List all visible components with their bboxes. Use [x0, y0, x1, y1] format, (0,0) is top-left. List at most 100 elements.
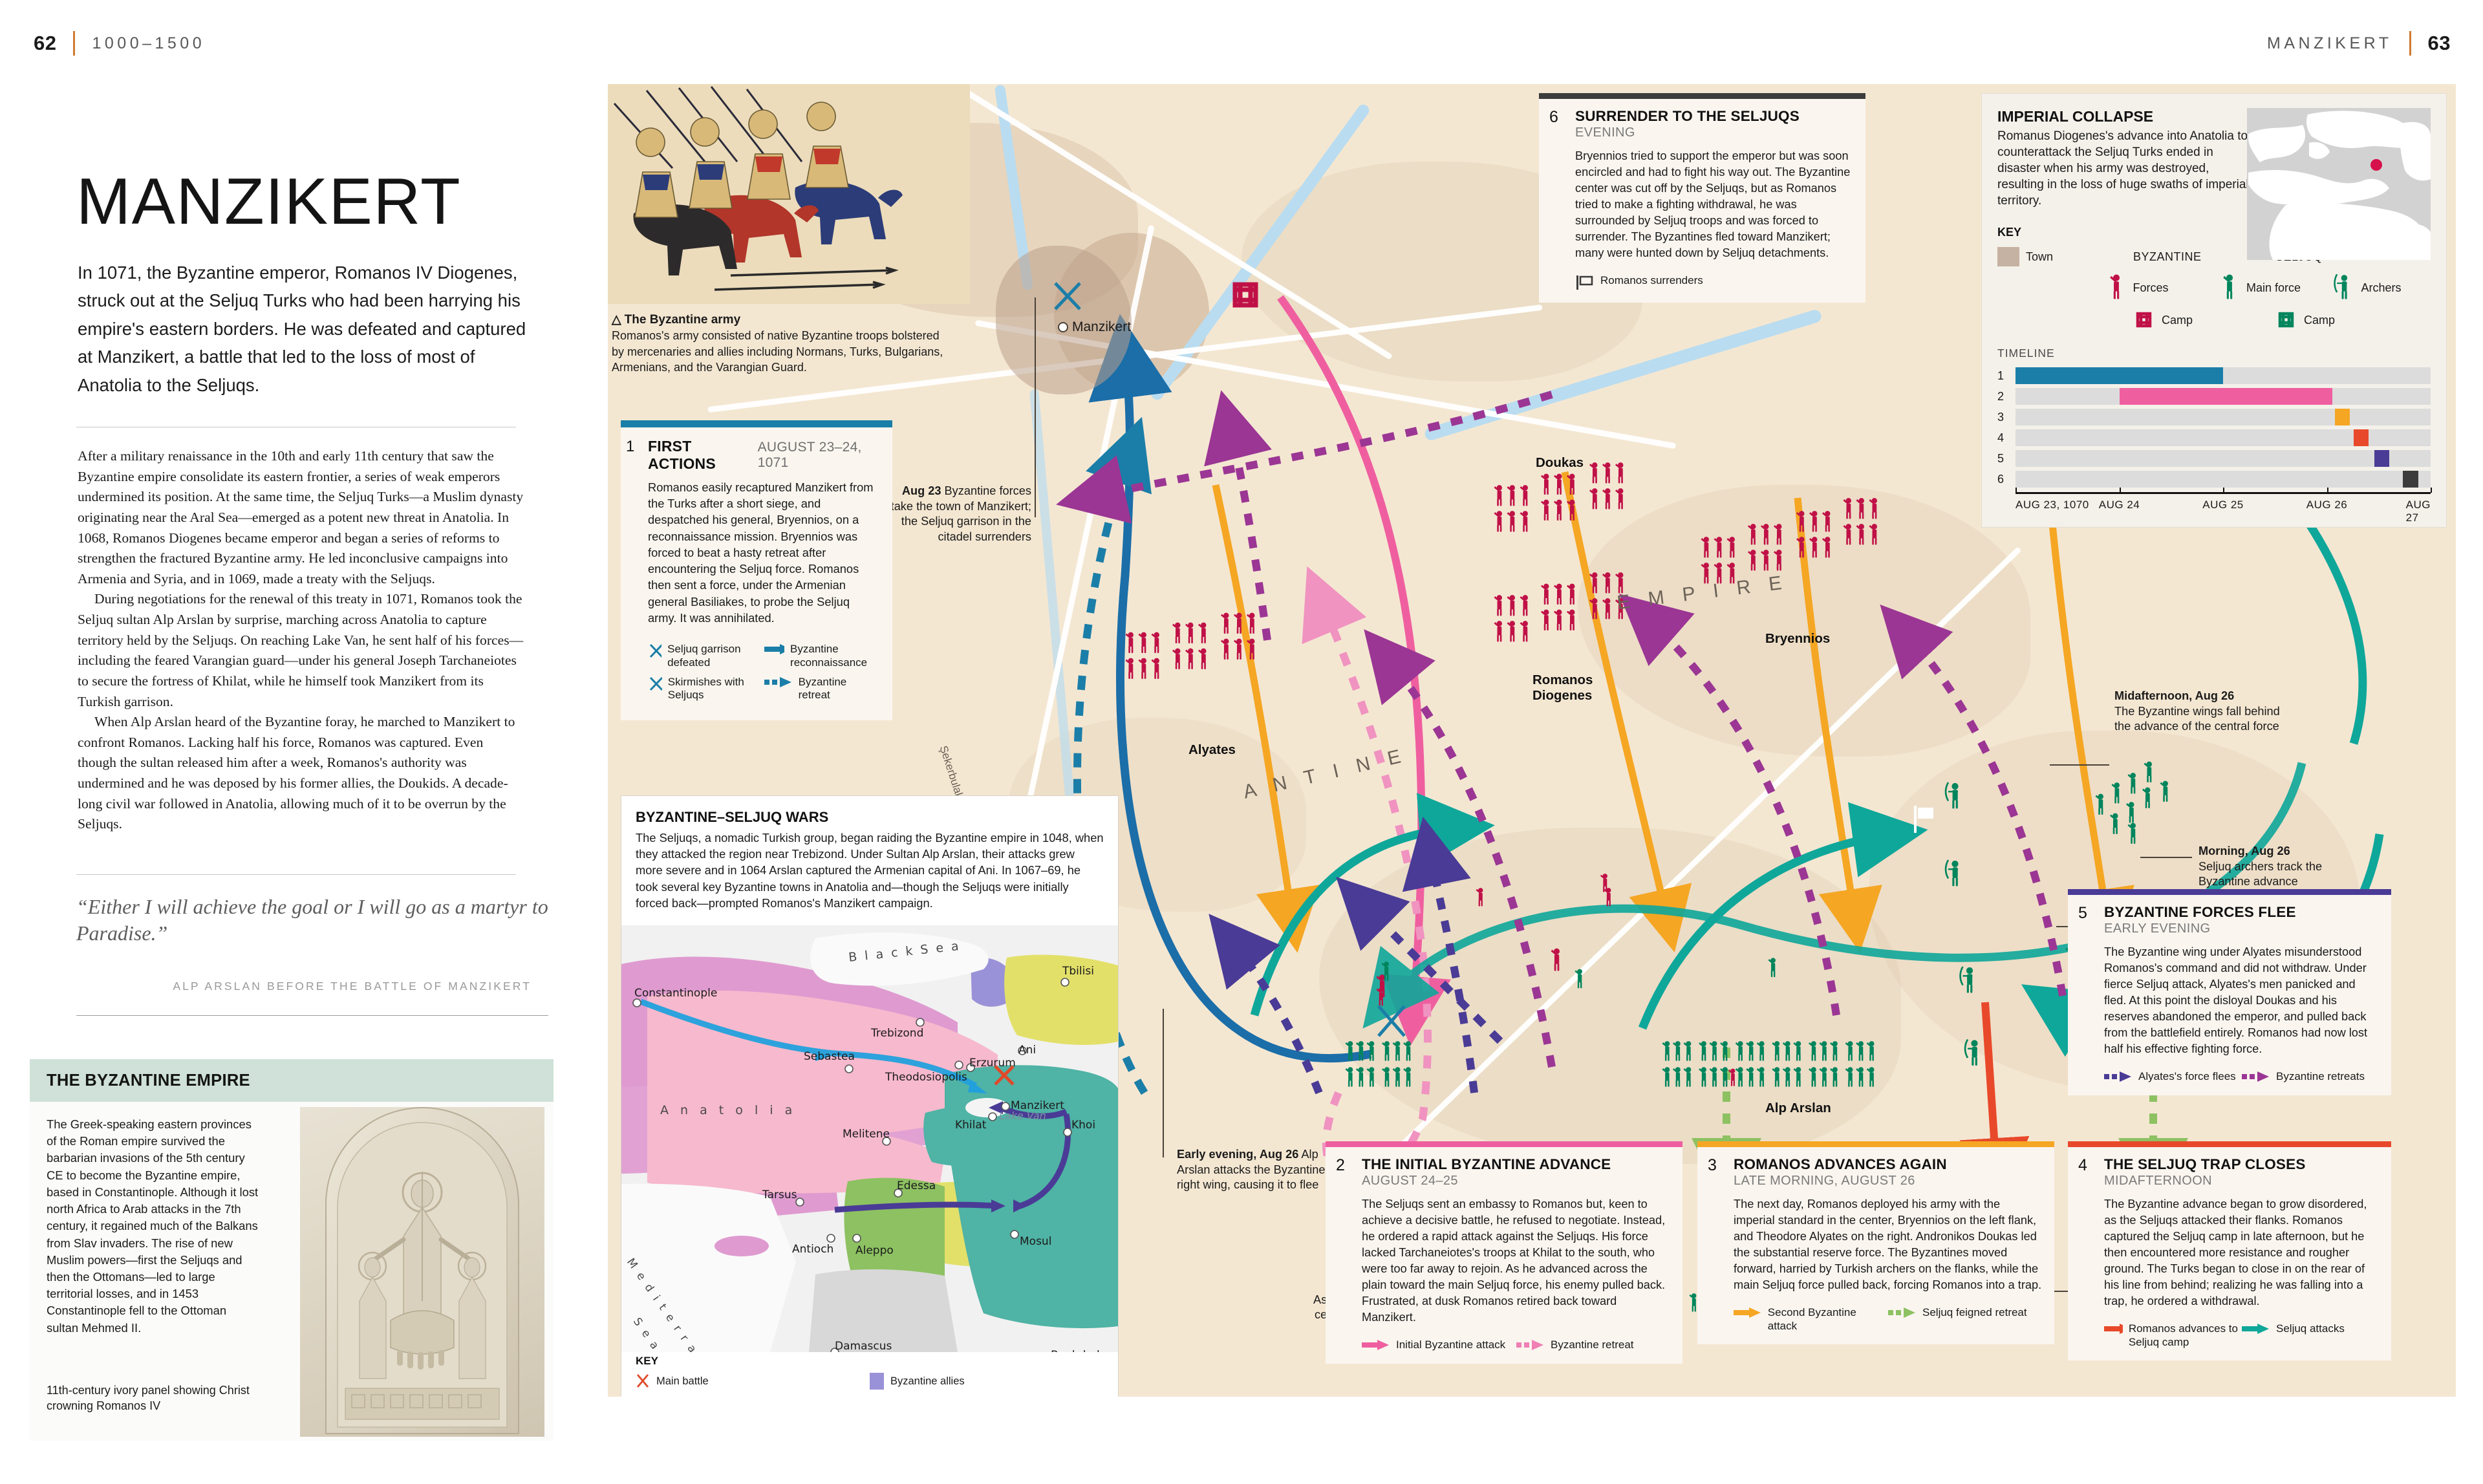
key-label-byzantine-forces: Forces — [2133, 281, 2169, 294]
regional-map-key-title: KEY — [636, 1355, 658, 1368]
arrow-dashed-icon — [764, 676, 791, 687]
step-box-5-forces-flee: 5 BYZANTINE FORCES FLEE EARLY EVENING Th… — [2068, 889, 2391, 1095]
timeline-title: TIMELINE — [1997, 347, 2055, 360]
svg-text:Melitene: Melitene — [843, 1128, 890, 1141]
annotation-bold-3: Morning, Aug 26 — [2198, 844, 2290, 857]
key-label-recon: Byzantine reconnaissance — [790, 643, 868, 669]
annotation-text-2: The Byzantine wings fall behind the adva… — [2114, 704, 2280, 733]
key-label-byzantine-camp: Camp — [2162, 313, 2193, 327]
step-5-key-item-1: Alyates's force flees — [2104, 1070, 2242, 1083]
timeline-tick — [2015, 488, 2017, 493]
key-label-skirmishes: Skirmishes with Seljuqs — [667, 675, 744, 702]
page-number-right: 63 — [2427, 32, 2451, 54]
seljuq-soldier-icon — [2223, 274, 2233, 299]
timeline-row-1: 1 — [1997, 367, 2431, 385]
step-6-accent-bar — [1539, 93, 1865, 99]
svg-text:Ani: Ani — [1018, 1044, 1036, 1057]
timeline-row-5: 5 — [1997, 449, 2431, 468]
byzantine-empire-sidebar: THE BYZANTINE EMPIRE The Greek-speaking … — [30, 1059, 554, 1441]
step-box-first-actions: 1 FIRST ACTIONS AUGUST 23–24, 1071 Roman… — [621, 420, 892, 720]
step-4-key-item-1: Romanos advances to Seljuq camp — [2104, 1322, 2242, 1349]
archer-icon — [2334, 274, 2348, 300]
timeline-row-label: 4 — [1997, 431, 2005, 444]
manzikert-town-area — [996, 246, 1132, 394]
step-3-title: ROMANOS ADVANCES AGAIN — [1734, 1156, 1947, 1172]
first-actions-text: Romanos easily recaptured Manzikert from… — [648, 480, 874, 625]
timeline-row-2: 2 — [1997, 387, 2431, 405]
timeline-tick — [2327, 488, 2328, 493]
timeline-tick-labels: AUG 23, 1070 AUG 24 AUG 25 AUG 26 AUG 27 — [2015, 499, 2431, 524]
step-2-key-item-2: Byzantine retreat — [1516, 1339, 1671, 1351]
page-header-left: 62 1000–1500 — [34, 31, 205, 56]
locator-map — [2247, 108, 2431, 260]
timeline-bar — [2374, 450, 2389, 468]
timeline-tick-label: AUG 27 — [2405, 499, 2431, 524]
step-4-key-label-1: Romanos advances to Seljuq camp — [2128, 1322, 2238, 1348]
imperial-collapse-key-title: KEY — [1997, 226, 2022, 239]
key-item-byzantine-allies: Byzantine allies — [870, 1373, 1104, 1390]
swatch-byzantine-allies — [870, 1373, 884, 1390]
bsw-text: The Seljuqs, a nomadic Turkish group, be… — [636, 831, 1104, 910]
first-actions-title: FIRST ACTIONS — [648, 438, 716, 472]
annotation-midafternoon-wings: Midafternoon, Aug 26 The Byzantine wings … — [2114, 689, 2283, 735]
byzantine-empire-heading-bar: THE BYZANTINE EMPIRE — [30, 1059, 554, 1102]
first-actions-number: 1 — [626, 438, 635, 455]
svg-text:Trebizond: Trebizond — [870, 1027, 923, 1040]
step-2-key-label-1: Initial Byzantine attack — [1396, 1339, 1506, 1351]
arrow-solid-icon — [2242, 1324, 2269, 1335]
byzantine-empire-text: The Greek-speaking eastern provinces of … — [47, 1117, 259, 1335]
key-group-byzantine: BYZANTINE — [2133, 250, 2202, 263]
step-3-key-item-1: Second Byzantine attack — [1734, 1306, 1888, 1333]
step-2-key-label-2: Byzantine retreat — [1551, 1339, 1634, 1351]
imperial-collapse-panel: IMPERIAL COLLAPSE Romanus Diogenes's adv… — [1981, 93, 2447, 528]
key-item-garrison-defeated: Seljuq garrison defeated — [648, 643, 764, 669]
step-6-subtitle: EVENING — [1575, 125, 1635, 140]
step-2-number: 2 — [1336, 1156, 1345, 1174]
regional-map-key: KEY Main battle Seljuq territories and v… — [621, 1352, 1118, 1397]
arrow-solid-icon — [1734, 1307, 1761, 1318]
first-actions-accent-bar — [621, 420, 892, 427]
left-text-page: 62 1000–1500 MANZIKERT In 1071, the Byza… — [0, 0, 601, 1484]
step-5-text: The Byzantine wing under Alyates misunde… — [2104, 945, 2368, 1056]
timeline-bar — [2354, 429, 2369, 447]
step-box-3-advances-again: 3 ROMANOS ADVANCES AGAIN LATE MORNING, A… — [1697, 1141, 2054, 1345]
timeline-tick — [2431, 488, 2432, 493]
unit-label-doukas: Doukas — [1536, 455, 1584, 470]
timeline-row-6: 6 — [1997, 470, 2431, 488]
unit-label-alp-arslan: Alp Arslan — [1765, 1101, 1831, 1115]
step-6-key-label: Romanos surrenders — [1600, 274, 1703, 287]
key-label-main-battle: Main battle — [656, 1375, 709, 1387]
battle-map-page: Manzikert B Y Z A N T I N E E M P I R E … — [608, 84, 2456, 1397]
arrow-dashed-icon — [1516, 1340, 1543, 1351]
step-4-subtitle: MIDAFTERNOON — [2104, 1174, 2213, 1188]
step-6-text: Bryennios tried to support the emperor b… — [1575, 149, 1851, 260]
byzantine-camp-icon — [1232, 282, 1258, 308]
key-item-byzantine-camp: Camp — [2133, 309, 2275, 331]
key-label-retreat: Byzantine retreat — [798, 675, 847, 702]
svg-text:Mosul: Mosul — [1020, 1235, 1051, 1248]
timeline-track — [2015, 367, 2431, 385]
illustration-marker: △ — [612, 313, 621, 327]
step-3-key-item-2: Seljuq feigned retreat — [1888, 1306, 2043, 1319]
key-label-seljuq-camp: Camp — [2304, 313, 2336, 327]
step-4-key-item-2: Seljuq attacks — [2242, 1322, 2380, 1335]
page-number-left: 62 — [34, 32, 57, 54]
byzantine-seljuq-wars-box: BYZANTINE–SELJUQ WARS The Seljuqs, a nom… — [621, 795, 1119, 1397]
annotation-early-evening-rightwing: Early evening, Aug 26 Alp Arslan attacks… — [1177, 1147, 1345, 1193]
svg-text:Manzikert: Manzikert — [1011, 1099, 1064, 1112]
svg-text:Damascus: Damascus — [835, 1340, 892, 1352]
arrow-dashed-icon — [2242, 1071, 2269, 1082]
step-5-number: 5 — [2078, 904, 2087, 922]
step-box-4-trap-closes: 4 THE SELJUQ TRAP CLOSES MIDAFTERNOON Th… — [2068, 1141, 2391, 1361]
step-5-key-item-2: Byzantine retreats — [2242, 1070, 2380, 1083]
timeline-row-label: 2 — [1997, 389, 2005, 403]
key-label-archers: Archers — [2361, 281, 2402, 294]
svg-text:Edessa: Edessa — [897, 1179, 936, 1192]
timeline-row-label: 3 — [1997, 410, 2005, 424]
key-item-seljuq-camp: Camp — [2275, 309, 2418, 331]
timeline-track — [2015, 450, 2431, 468]
timeline-row-label: 5 — [1997, 451, 2005, 465]
step-3-accent-bar — [1697, 1141, 2054, 1147]
byzantine-army-illustration — [608, 84, 970, 304]
step-2-key-item-1: Initial Byzantine attack — [1362, 1339, 1516, 1351]
